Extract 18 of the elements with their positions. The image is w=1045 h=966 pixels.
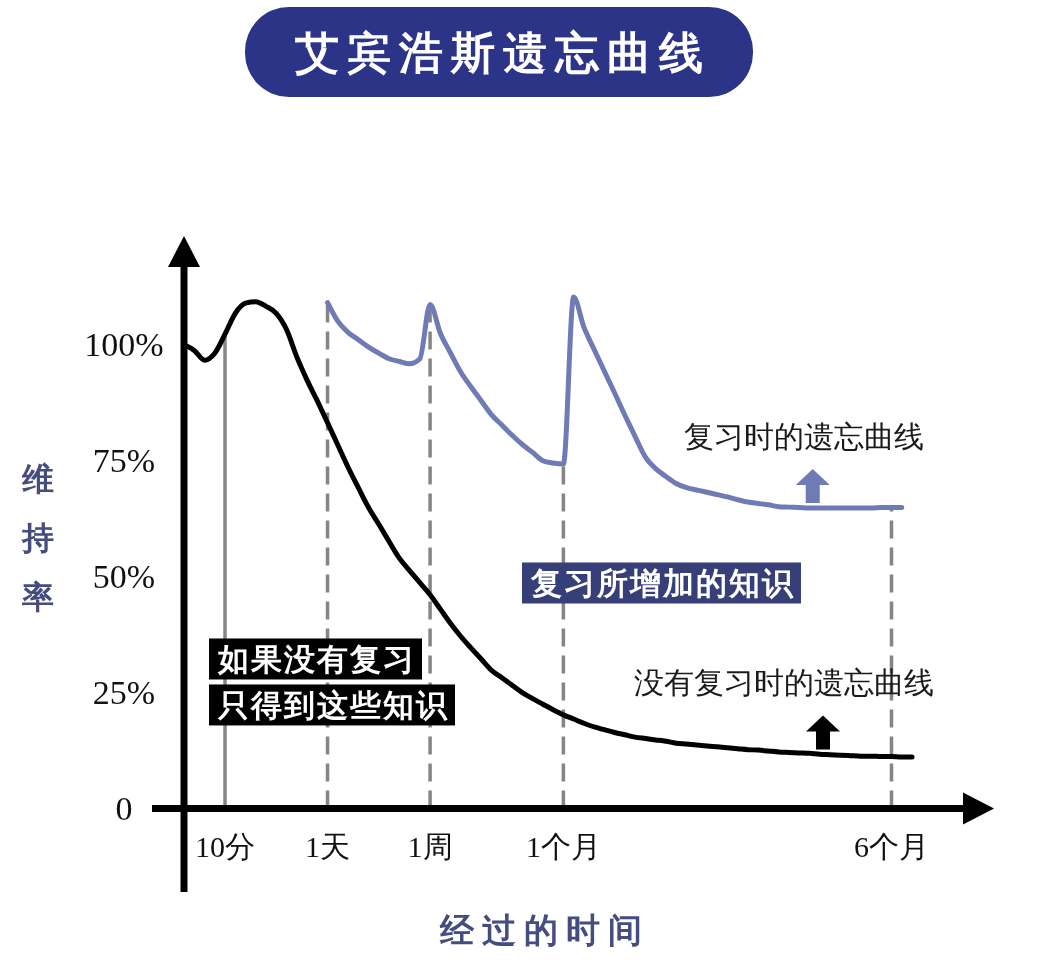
x-axis-title: 经过的时间 xyxy=(439,910,650,950)
annotation: 如果没有复习 xyxy=(217,640,417,677)
x-tick-label: 1个月 xyxy=(525,830,601,864)
x-tick-label: 6个月 xyxy=(853,830,929,864)
annotation: 复习所增加的知识 xyxy=(529,564,795,601)
series-label: 没有复习时的遗忘曲线 xyxy=(634,664,934,700)
y-tick-label: 0 xyxy=(115,790,133,828)
x-tick-label: 1天 xyxy=(305,830,351,864)
y-tick-label: 50% xyxy=(92,558,156,596)
annotation: 只得到这些知识 xyxy=(217,686,450,723)
y-tick-label: 25% xyxy=(92,674,156,712)
y-axis-title: 维持率 xyxy=(21,460,54,616)
series-label: 复习时的遗忘曲线 xyxy=(683,418,924,454)
y-tick-label: 75% xyxy=(92,442,156,480)
x-tick-label: 1周 xyxy=(407,830,453,864)
chart-title: 艾宾浩斯遗忘曲线 xyxy=(295,26,711,78)
x-tick-label: 10分 xyxy=(195,830,256,864)
y-tick-label: 100% xyxy=(84,326,164,364)
